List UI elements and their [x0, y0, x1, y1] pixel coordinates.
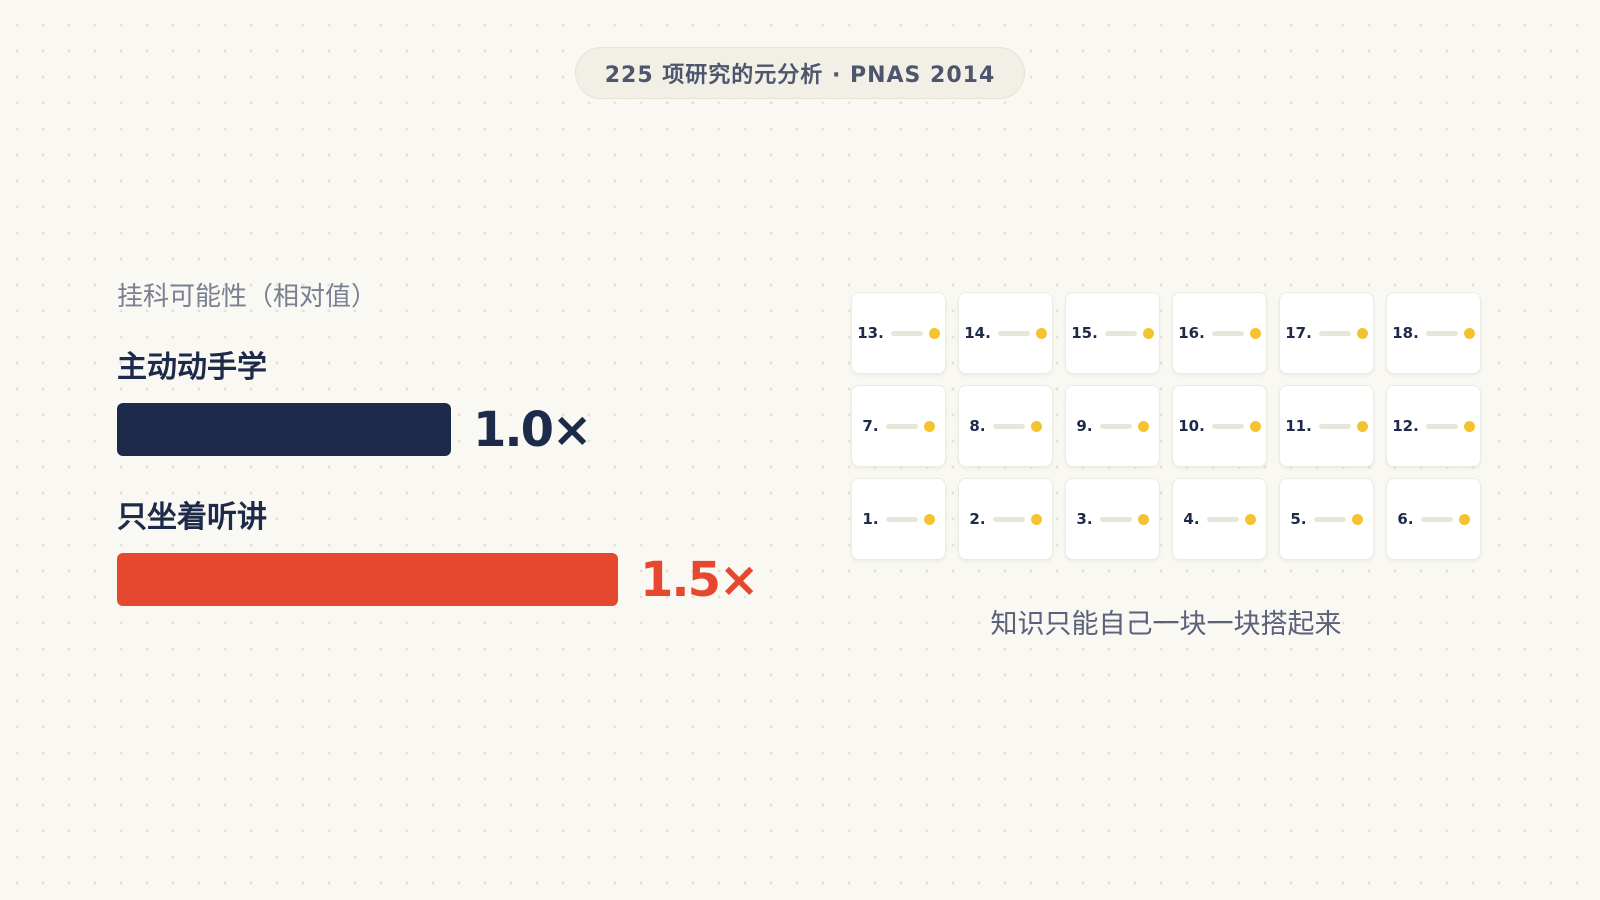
block-tile: 2.	[958, 478, 1053, 560]
yellow-dot-icon	[923, 420, 935, 432]
block-number: 12.	[1392, 417, 1419, 435]
block-number: 17.	[1285, 324, 1312, 342]
yellow-dot-icon	[1030, 513, 1042, 525]
block-tile: 1.	[851, 478, 946, 560]
yellow-dot-icon	[1356, 327, 1368, 339]
yellow-dot-icon	[1356, 420, 1368, 432]
source-text: 225 项研究的元分析 · PNAS 2014	[604, 63, 996, 88]
block-line	[885, 516, 918, 522]
yellow-dot-icon	[1463, 420, 1475, 432]
block-number: 18.	[1392, 324, 1419, 342]
block-tile: 11.	[1279, 385, 1374, 467]
block-number: 15.	[1071, 324, 1098, 342]
block-tile: 17.	[1279, 292, 1374, 374]
block-line	[1211, 330, 1244, 336]
block-number: 7.	[862, 417, 879, 435]
block-number: 13.	[857, 324, 884, 342]
block-tile: 13.	[851, 292, 946, 374]
source-pill: 225 项研究的元分析 · PNAS 2014	[575, 47, 1025, 99]
bar-label-lecture: 只坐着听讲	[117, 500, 267, 535]
yellow-dot-icon	[1137, 513, 1149, 525]
yellow-dot-icon	[923, 513, 935, 525]
block-number: 11.	[1285, 417, 1312, 435]
bar-active	[117, 403, 451, 456]
block-line	[1313, 516, 1346, 522]
grid-caption: 知识只能自己一块一块搭起来	[990, 609, 1342, 640]
block-number: 14.	[964, 324, 991, 342]
yellow-dot-icon	[1249, 327, 1261, 339]
yellow-dot-icon	[1142, 327, 1154, 339]
block-tile: 12.	[1386, 385, 1481, 467]
block-tile: 10.	[1172, 385, 1267, 467]
block-line	[997, 330, 1030, 336]
block-number: 3.	[1076, 510, 1093, 528]
block-line	[992, 516, 1025, 522]
block-tile: 8.	[958, 385, 1053, 467]
block-line	[1425, 423, 1458, 429]
yellow-dot-icon	[1249, 420, 1261, 432]
block-line	[1318, 423, 1351, 429]
block-line	[1420, 516, 1453, 522]
block-number: 16.	[1178, 324, 1205, 342]
block-line	[1099, 516, 1132, 522]
block-tile: 15.	[1065, 292, 1160, 374]
block-number: 8.	[969, 417, 986, 435]
block-line	[1425, 330, 1458, 336]
yellow-dot-icon	[1463, 327, 1475, 339]
block-line	[1206, 516, 1239, 522]
block-line	[890, 330, 923, 336]
block-number: 4.	[1183, 510, 1200, 528]
bar-value-active: 1.0×	[473, 402, 592, 458]
block-line	[1099, 423, 1132, 429]
block-line	[1104, 330, 1137, 336]
block-number: 5.	[1290, 510, 1307, 528]
block-tile: 5.	[1279, 478, 1374, 560]
block-tile: 7.	[851, 385, 946, 467]
yellow-dot-icon	[1030, 420, 1042, 432]
bar-label-active: 主动动手学	[117, 350, 267, 385]
block-line	[1318, 330, 1351, 336]
yellow-dot-icon	[1035, 327, 1047, 339]
block-tile: 4.	[1172, 478, 1267, 560]
knowledge-block-grid: 13. 14. 15. 16. 17. 18. 7. 8. 9. 10. 11. 12. 1. 2. 3. 4…	[851, 292, 1481, 562]
block-number: 6.	[1397, 510, 1414, 528]
block-number: 10.	[1178, 417, 1205, 435]
block-tile: 14.	[958, 292, 1053, 374]
yellow-dot-icon	[1458, 513, 1470, 525]
yellow-dot-icon	[1351, 513, 1363, 525]
block-number: 9.	[1076, 417, 1093, 435]
block-tile: 18.	[1386, 292, 1481, 374]
yellow-dot-icon	[1244, 513, 1256, 525]
yellow-dot-icon	[1137, 420, 1149, 432]
block-number: 1.	[862, 510, 879, 528]
block-number: 2.	[969, 510, 986, 528]
block-line	[1211, 423, 1244, 429]
block-tile: 6.	[1386, 478, 1481, 560]
block-tile: 9.	[1065, 385, 1160, 467]
block-line	[992, 423, 1025, 429]
block-line	[885, 423, 918, 429]
bar-value-lecture: 1.5×	[640, 552, 759, 608]
yellow-dot-icon	[928, 327, 940, 339]
chart-title: 挂科可能性（相对值）	[117, 282, 378, 312]
block-tile: 16.	[1172, 292, 1267, 374]
block-tile: 3.	[1065, 478, 1160, 560]
bar-lecture	[117, 553, 618, 606]
